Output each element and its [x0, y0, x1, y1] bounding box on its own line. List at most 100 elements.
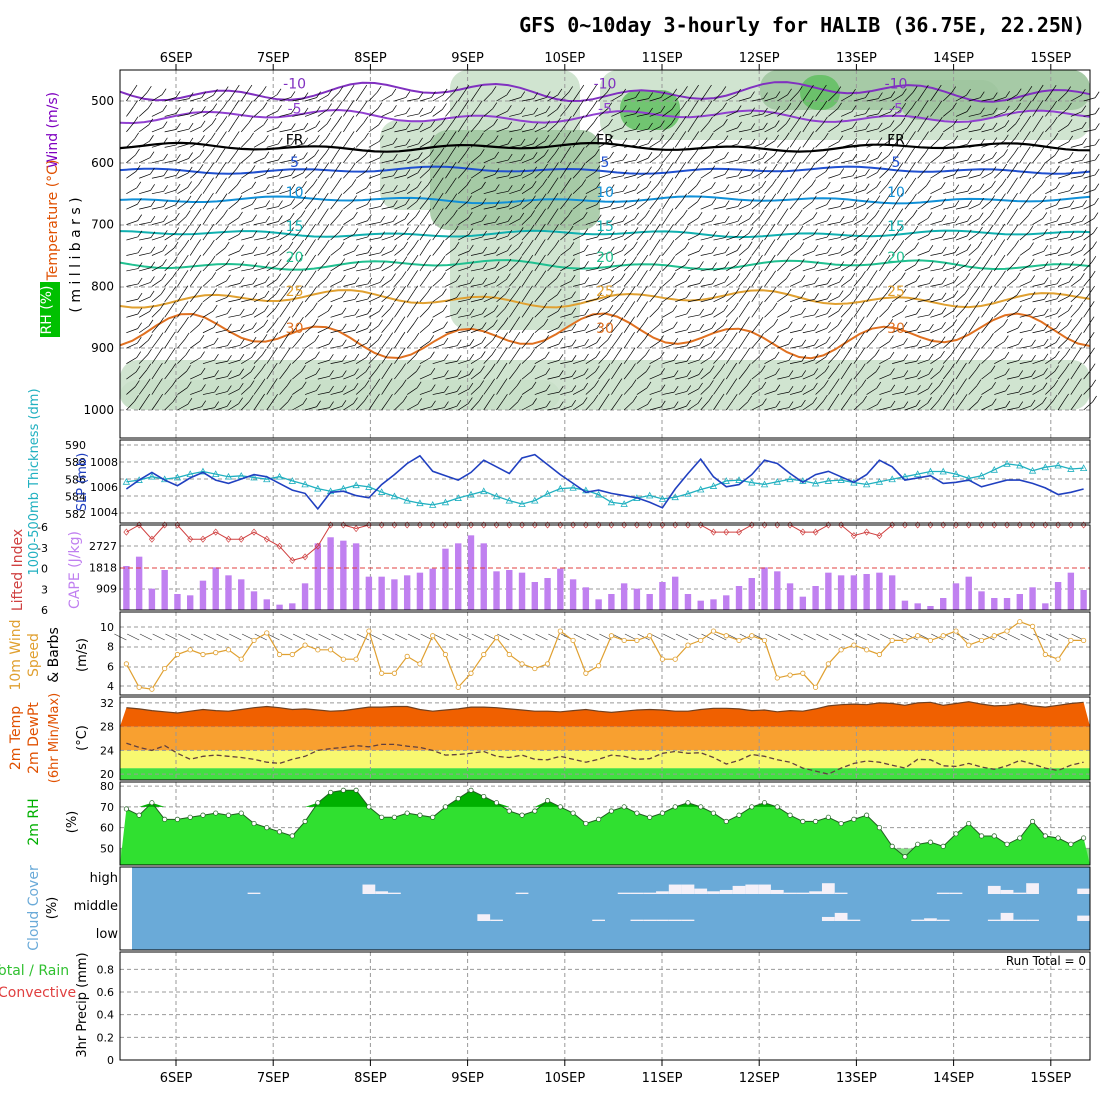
wind-barb-flag	[158, 378, 163, 385]
cape-bar	[174, 594, 181, 610]
wind-barb	[151, 384, 159, 395]
cloud-high-gap	[834, 892, 848, 894]
wind-barb	[955, 368, 963, 380]
wind-barb	[126, 187, 138, 195]
wind-barb-flag	[950, 348, 956, 355]
wind-barb-flag	[747, 256, 752, 263]
wind-barb-flag	[796, 146, 801, 153]
wind-barb-flag	[376, 86, 382, 93]
wind-barb-flag	[378, 319, 383, 326]
wind-barb-flag	[413, 254, 419, 262]
wind-barb	[228, 344, 241, 349]
wind-barb-flag	[311, 223, 316, 231]
wind-barb-flag	[712, 246, 717, 254]
wind-barb-flag	[150, 276, 155, 283]
wind-barb-flag	[506, 273, 511, 280]
thickness-point	[837, 476, 845, 483]
wind-barb	[1070, 264, 1082, 272]
wind-barb	[177, 172, 189, 179]
wind-barb	[432, 294, 443, 303]
wind-barb	[126, 386, 136, 395]
wind-barb	[279, 144, 292, 148]
wind-barb-flag	[1015, 272, 1021, 279]
thickness-point	[467, 490, 475, 498]
wind-barb	[266, 293, 277, 303]
wind-barb-flag	[1077, 347, 1082, 354]
wind-barb	[943, 190, 955, 195]
rh2m-point	[710, 810, 717, 816]
precip-tick-label: 0	[107, 1054, 114, 1067]
wind-barb	[623, 307, 632, 318]
wind-barb	[585, 298, 598, 303]
wind10m-unit-label: (m/s)	[75, 638, 90, 672]
wind-barb-flag	[571, 355, 577, 362]
wind-barb	[343, 250, 355, 256]
wind-barb	[598, 369, 607, 380]
wind-barb-flag	[161, 88, 167, 95]
wind-barb	[943, 221, 956, 225]
wind-barb-flag	[699, 338, 704, 346]
wind-barb-flag	[378, 305, 384, 312]
rh2m-tick-label: 60	[100, 822, 114, 835]
wind-barb	[1057, 310, 1069, 318]
wind-barb	[228, 329, 241, 334]
isotherm-label: -10	[594, 77, 617, 93]
wind-barb	[675, 280, 687, 287]
date-label-bottom: 12SEP	[739, 1071, 780, 1086]
wind-barb-flag	[188, 122, 194, 130]
wind-barb-flag	[1026, 162, 1031, 169]
wind-barb-flag	[455, 274, 461, 282]
wind-barb-flag	[339, 225, 344, 233]
wind-barb	[1019, 215, 1029, 225]
wind-barb	[1019, 248, 1030, 256]
wind-barb	[649, 341, 660, 349]
wind-barb-flag	[785, 132, 790, 139]
wind-barb-flag	[861, 363, 866, 370]
cape-bar	[1042, 603, 1049, 610]
wind-barb-flag	[596, 198, 602, 205]
wind-barb-flag	[762, 151, 768, 159]
cloud-high-gap	[681, 884, 695, 894]
wind-barb-flag	[925, 163, 931, 170]
wind-barb-flag	[443, 321, 448, 328]
wind-barb-flag	[929, 293, 934, 300]
wind-barb-flag	[839, 246, 845, 253]
wind-barb	[151, 338, 160, 349]
wind-barb	[368, 369, 377, 380]
wind10m-barb	[599, 633, 612, 641]
wind-barb-flag	[201, 91, 207, 98]
wind-barb-flag	[392, 215, 398, 222]
wind-barb-flag	[954, 168, 959, 175]
wind-barb	[1032, 137, 1040, 148]
wind10m-point	[864, 647, 870, 653]
wind-barb-flag	[980, 123, 985, 130]
wind-barb-flag	[1013, 208, 1019, 215]
wind-barb-flag	[966, 105, 972, 112]
wind-barb-flag	[758, 285, 763, 292]
wind-barb	[789, 280, 802, 287]
wind-barb	[496, 175, 509, 179]
wind-barb-flag	[1091, 256, 1097, 263]
wind-barb	[406, 322, 415, 333]
wind-barb-flag	[1054, 149, 1060, 156]
wind-barb-flag	[941, 262, 947, 269]
wind-barb-flag	[494, 290, 499, 297]
wind-barb-flag	[991, 381, 996, 389]
wind-barb-flag	[1001, 270, 1006, 278]
wind-barb	[1070, 278, 1081, 287]
wind-barb	[636, 113, 649, 117]
wind-barb-flag	[529, 224, 535, 232]
wind-barb-flag	[490, 378, 496, 385]
wind-barb	[674, 152, 682, 163]
wind-barb	[585, 90, 593, 102]
wind-barb-flag	[722, 102, 727, 109]
wind-barb-flag	[685, 275, 691, 282]
rh2m-point	[123, 806, 129, 812]
wind-barb-flag	[695, 163, 701, 170]
rh2m-point	[557, 804, 563, 810]
wind-barb	[1032, 329, 1045, 334]
wind-barb	[738, 276, 747, 287]
wind-barb	[202, 245, 211, 256]
wind-barb-flag	[367, 262, 373, 269]
wind-barb	[700, 122, 709, 133]
